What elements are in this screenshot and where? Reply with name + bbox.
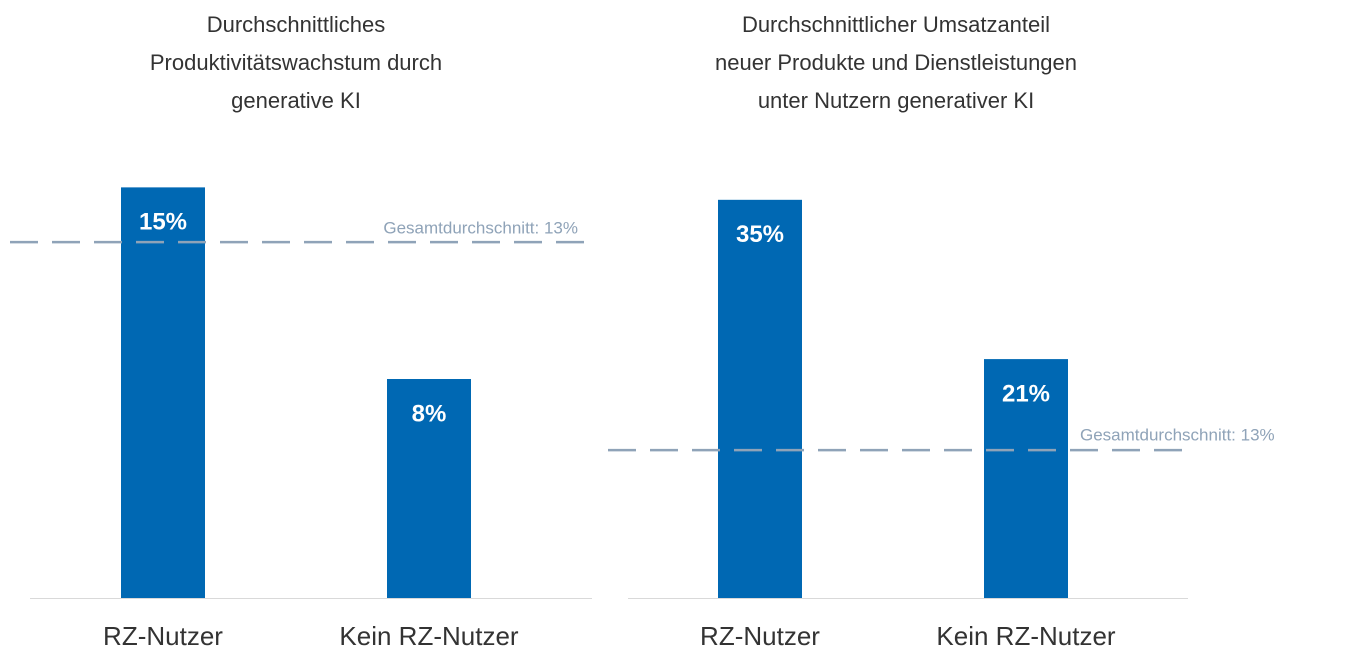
reference-label: Gesamtdurchschnitt: 13% (1080, 426, 1275, 445)
chart-title: Produktivitätswachstum durch (150, 50, 442, 75)
chart-title: Durchschnittliches (207, 12, 386, 37)
chart-title: unter Nutzern generativer KI (758, 88, 1034, 113)
bar (718, 199, 802, 598)
bar (387, 379, 471, 598)
chart-title: neuer Produkte und Dienstleistungen (715, 50, 1077, 75)
x-tick-label: RZ-Nutzer (700, 621, 820, 651)
bar (121, 187, 205, 598)
value-label: 15% (139, 209, 187, 236)
x-tick-label: RZ-Nutzer (103, 621, 223, 651)
x-tick-label: Kein RZ-Nutzer (936, 621, 1115, 651)
reference-label: Gesamtdurchschnitt: 13% (383, 219, 578, 238)
chart-title: Durchschnittlicher Umsatzanteil (742, 12, 1050, 37)
value-label: 21% (1002, 380, 1050, 407)
chart-title: generative KI (231, 88, 361, 113)
value-label: 8% (412, 400, 447, 427)
bar (984, 359, 1068, 598)
x-tick-label: Kein RZ-Nutzer (339, 621, 518, 651)
value-label: 35% (736, 221, 784, 248)
